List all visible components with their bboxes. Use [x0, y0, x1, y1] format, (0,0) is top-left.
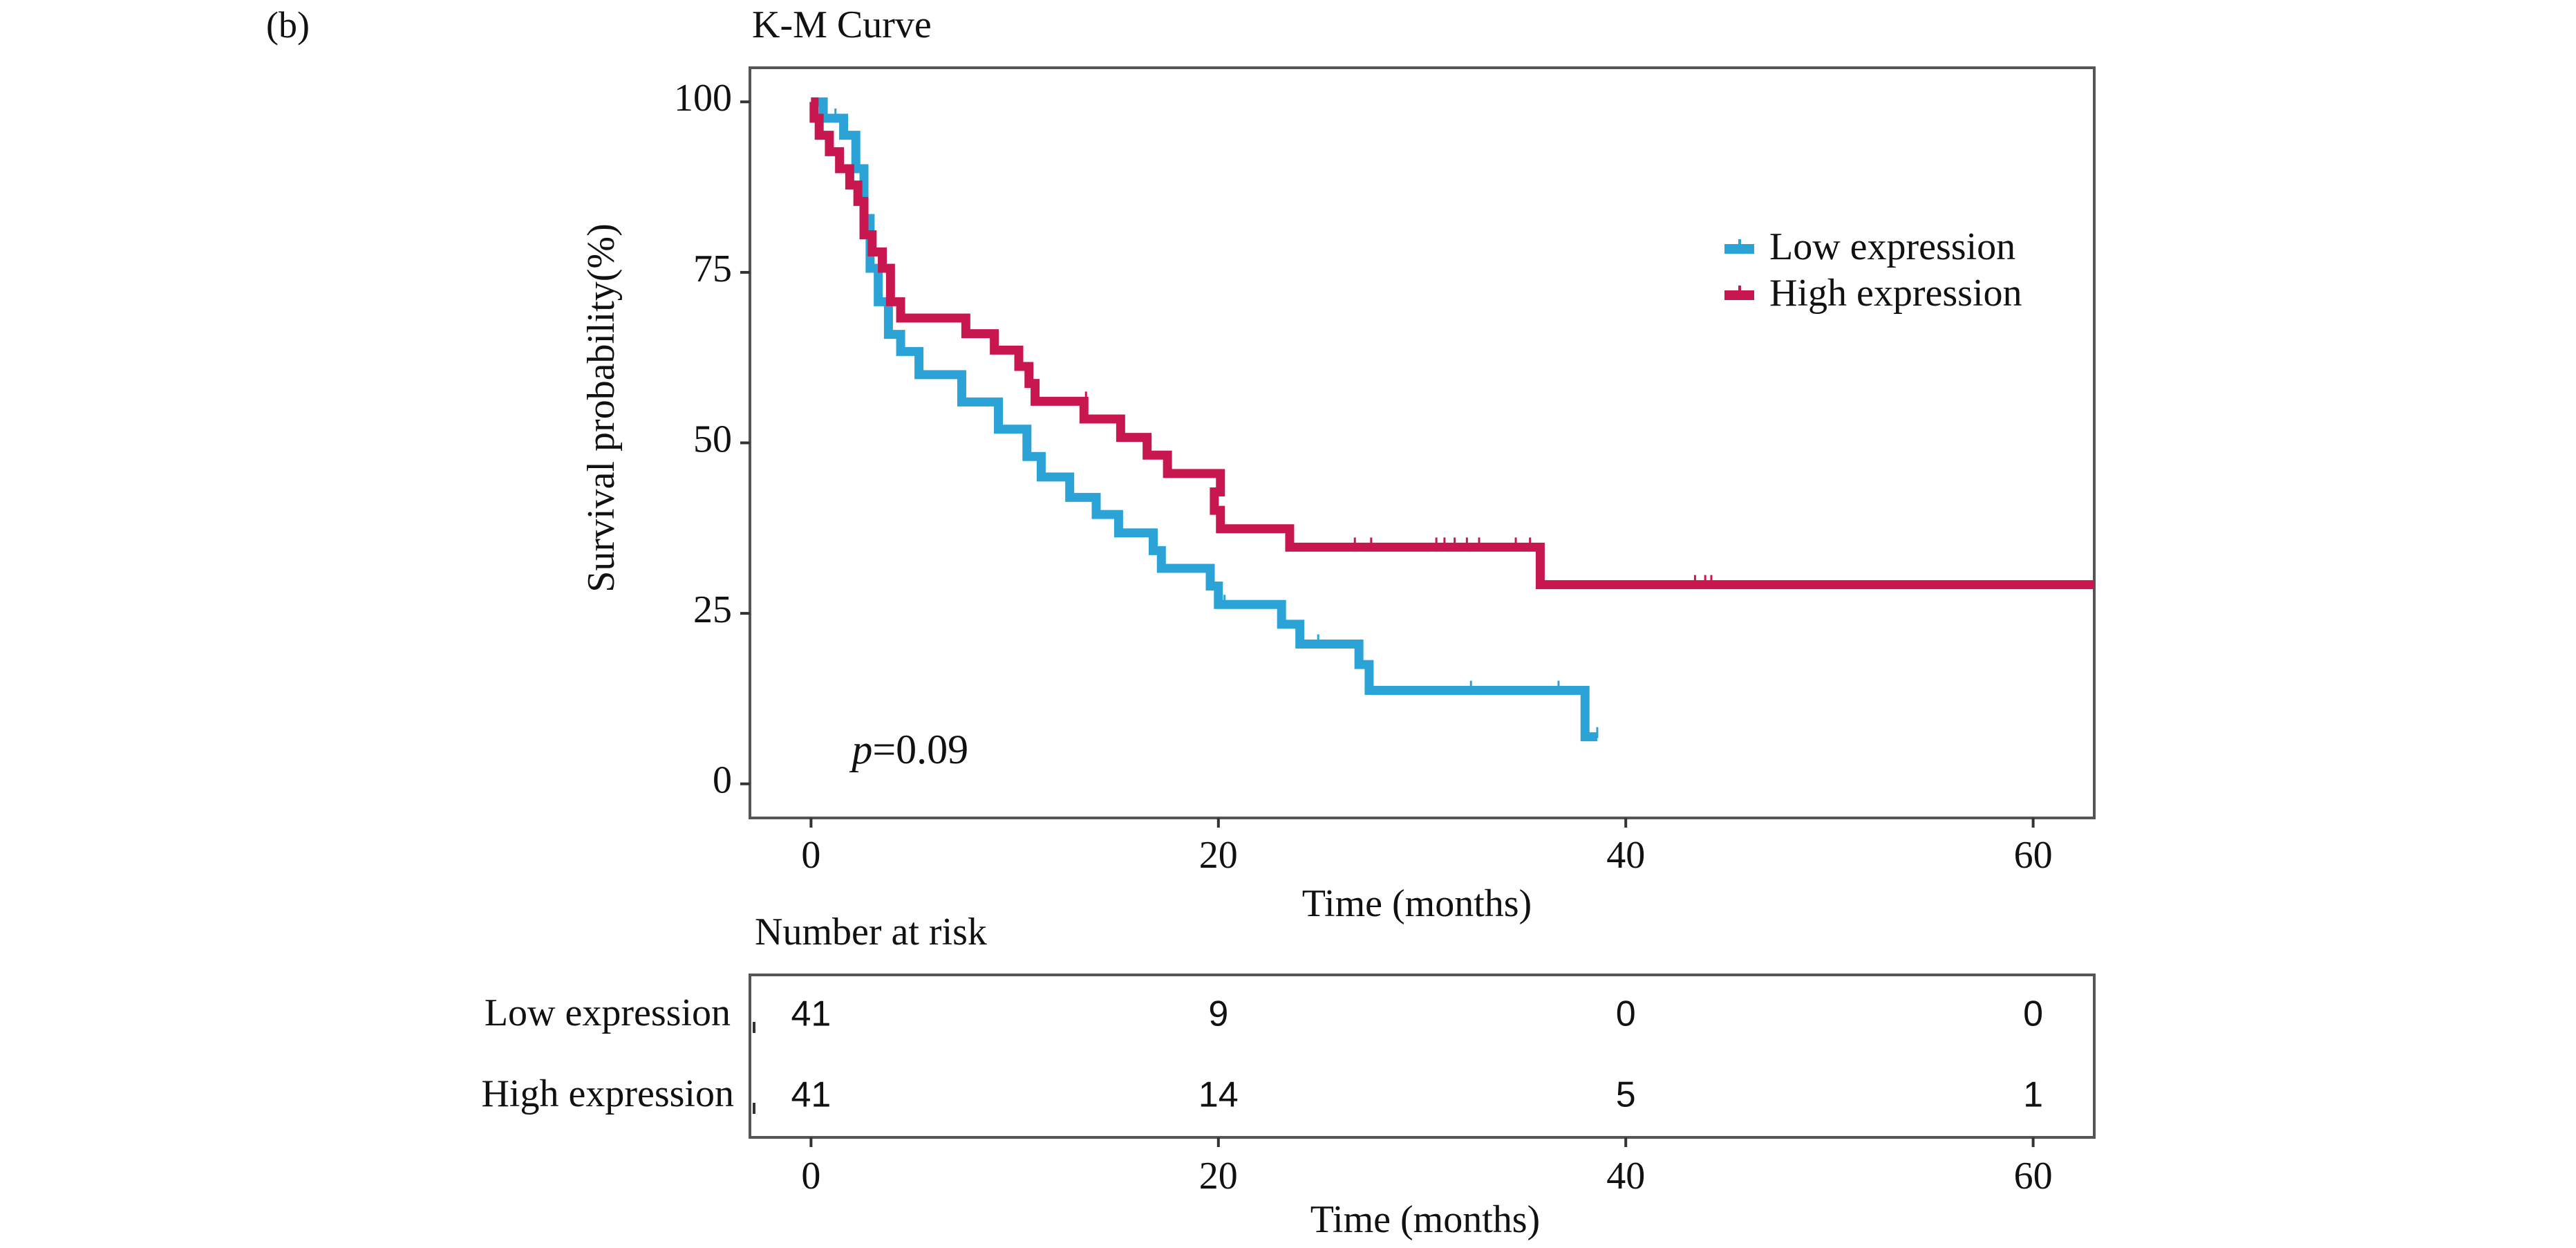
risk-value: 41	[791, 994, 831, 1034]
legend-label-low: Low expression	[1769, 225, 2015, 268]
risk-x-axis: 0 20 40 60	[801, 1137, 2053, 1198]
risk-x-axis-label: Time (months)	[1310, 1198, 1540, 1241]
legend-item-low: Low expression	[1724, 225, 2015, 268]
x-axis: 0 20 40 60	[801, 818, 2053, 877]
y-tick-label: 100	[674, 77, 732, 120]
legend: Low expression High expression	[1724, 225, 2022, 315]
p-value-text: =0.09	[872, 727, 968, 772]
x-tick-label: 20	[1199, 834, 1238, 877]
risk-value: 1	[2023, 1075, 2043, 1115]
y-tick-label: 50	[693, 418, 732, 460]
risk-value: 41	[791, 1075, 831, 1115]
legend-label-high: High expression	[1769, 272, 2022, 315]
p-value-annotation: p=0.09	[849, 727, 968, 772]
p-value-symbol: p	[849, 727, 872, 772]
risk-x-tick-label: 40	[1606, 1155, 1645, 1198]
risk-value: 9	[1208, 994, 1228, 1034]
plot-frame	[749, 66, 2096, 819]
risk-x-tick-label: 60	[2014, 1155, 2053, 1198]
km-curve-low	[811, 97, 1597, 742]
x-axis-label: Time (months)	[1302, 882, 1532, 925]
x-tick-label: 60	[2014, 834, 2053, 877]
y-tick-label: 0	[713, 759, 732, 802]
panel-label: (b)	[266, 4, 310, 46]
risk-table-frame	[749, 974, 2096, 1139]
y-tick-label: 25	[693, 588, 732, 631]
risk-row-label-low: Low expression	[485, 991, 731, 1034]
risk-x-tick-label: 0	[801, 1155, 820, 1198]
risk-row-label-high: High expression	[481, 1072, 734, 1115]
x-tick-label: 0	[801, 834, 820, 877]
chart-title: K-M Curve	[752, 3, 932, 46]
x-tick-label: 40	[1606, 834, 1645, 877]
risk-x-tick-label: 20	[1199, 1155, 1238, 1198]
risk-value: 5	[1616, 1075, 1636, 1115]
risk-values: 41 9 0 0 41 14 5 1	[753, 994, 2043, 1115]
risk-table-title: Number at risk	[755, 911, 987, 953]
legend-item-high: High expression	[1724, 272, 2022, 315]
risk-value: 0	[2023, 994, 2043, 1034]
y-axis: 0 25 50 75 100	[674, 77, 750, 802]
risk-value: 0	[1616, 994, 1636, 1034]
km-curve-high	[809, 97, 2094, 590]
censor-marks	[820, 108, 1713, 738]
risk-value: 14	[1198, 1075, 1239, 1115]
y-axis-label: Survival probability(%)	[580, 223, 623, 592]
y-tick-label: 75	[693, 248, 732, 290]
km-curves	[809, 97, 2094, 742]
